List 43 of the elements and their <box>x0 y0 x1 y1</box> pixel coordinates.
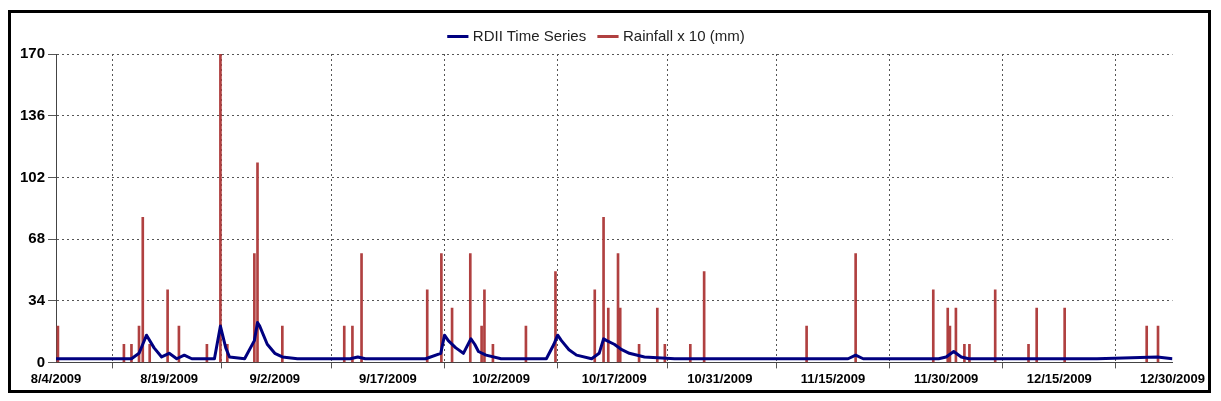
bar <box>148 343 152 363</box>
x-tick-label: 9/17/2009 <box>359 370 417 386</box>
bar <box>483 289 486 363</box>
bar <box>554 271 557 363</box>
bar <box>593 289 597 363</box>
bar <box>351 325 354 363</box>
y-tick-label: 170 <box>20 44 46 62</box>
bar <box>946 307 950 363</box>
bar <box>602 216 605 363</box>
bar <box>1035 307 1039 363</box>
legend-label: Rainfall x 10 (mm) <box>622 26 745 44</box>
bar <box>141 216 145 363</box>
x-tick-label: 11/15/2009 <box>800 370 866 386</box>
legend-label: RDII Time Series <box>472 26 587 44</box>
bar <box>1063 307 1066 363</box>
x-tick-label: 8/19/2009 <box>140 370 199 386</box>
bar <box>360 253 363 363</box>
x-tick-label: 12/30/2009 <box>1139 370 1206 386</box>
x-tick-label: 10/2/2009 <box>472 370 531 386</box>
bar <box>805 325 808 363</box>
x-tick-label: 9/2/2009 <box>249 370 301 386</box>
bar <box>342 325 346 363</box>
bar <box>166 289 169 363</box>
x-tick-label: 11/30/2009 <box>913 370 979 386</box>
bar <box>993 289 997 363</box>
bar <box>281 325 284 363</box>
bar <box>854 253 857 363</box>
bar <box>606 307 610 363</box>
bar <box>256 162 259 363</box>
bar <box>931 289 935 363</box>
x-tick-label: 10/31/2009 <box>687 370 753 386</box>
x-tick-label: 8/4/2009 <box>30 370 82 386</box>
y-tick-label: 136 <box>20 105 46 123</box>
y-tick-label: 102 <box>20 167 46 185</box>
x-tick-label: 12/15/2009 <box>1026 370 1092 386</box>
bar <box>1145 325 1149 363</box>
bar <box>655 307 659 363</box>
y-tick-label: 68 <box>28 229 46 247</box>
bar <box>468 253 472 363</box>
bar <box>425 289 429 363</box>
x-tick-label: 10/17/2009 <box>581 370 647 386</box>
y-tick-label: 0 <box>36 352 46 370</box>
y-tick-label: 34 <box>28 290 46 308</box>
